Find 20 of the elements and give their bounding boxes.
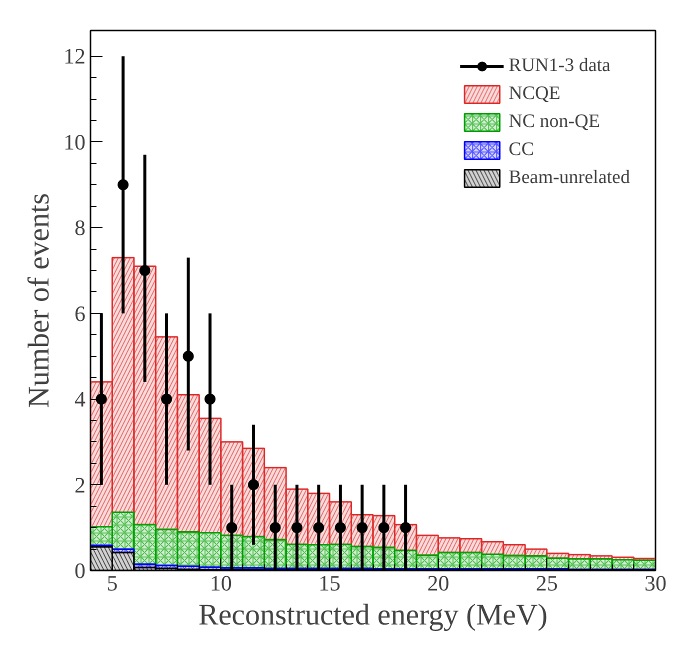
x-tick-label: 15 bbox=[318, 570, 341, 596]
x-tick-label: 25 bbox=[536, 570, 558, 596]
legend-label: NCQE bbox=[508, 83, 560, 105]
y-tick-label: 0 bbox=[74, 558, 86, 583]
y-tick-label: 10 bbox=[64, 129, 86, 154]
x-tick-label: 5 bbox=[106, 570, 118, 596]
legend-label: CC bbox=[508, 139, 534, 161]
y-tick-label: 2 bbox=[74, 472, 86, 498]
y-axis-title: Number of events bbox=[22, 193, 56, 408]
x-tick-label: 10 bbox=[210, 570, 232, 596]
y-tick-label: 4 bbox=[74, 386, 86, 412]
x-tick-label: 20 bbox=[427, 570, 450, 596]
legend-label: RUN1-3 data bbox=[508, 55, 610, 77]
y-tick-label: 8 bbox=[74, 215, 86, 240]
legend-label: Beam-unrelated bbox=[508, 167, 630, 189]
y-tick-label: 12 bbox=[64, 44, 86, 69]
y-tick-label: 6 bbox=[74, 300, 86, 326]
x-tick-label: 30 bbox=[644, 570, 666, 596]
legend-label: NC non-QE bbox=[508, 111, 600, 133]
x-axis-title: Reconstructed energy (MeV) bbox=[198, 598, 548, 632]
